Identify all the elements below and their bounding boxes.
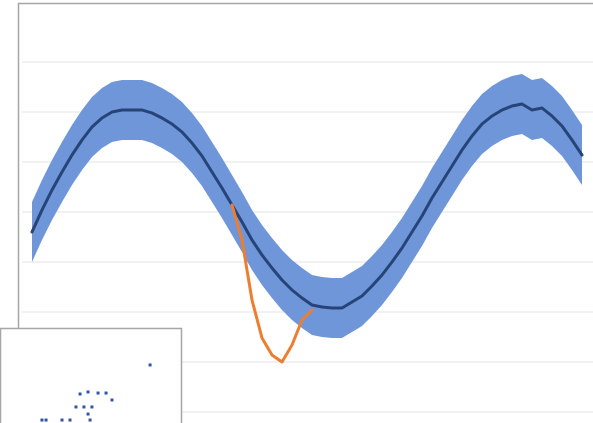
series-line [30,102,584,310]
scatter-point [68,418,72,422]
scatter-point [96,391,100,395]
series-line [230,203,314,364]
scatter-point [110,398,114,402]
confidence-band [32,74,582,338]
scatter-point [82,405,86,409]
scatter-point [86,412,90,416]
scatter-point [44,418,48,422]
scatter-point [60,418,64,422]
chart-border [17,2,593,423]
inset-border [0,327,183,423]
inset-chart [0,327,183,423]
scatter-point [148,363,152,367]
scatter-point [86,390,90,394]
scatter-point [88,418,92,422]
scatter-point [74,405,78,409]
scatter-point [104,391,108,395]
scatter-point [90,405,94,409]
inset-plot [40,363,152,422]
scatter-point [40,418,44,422]
scatter-point [78,392,82,396]
